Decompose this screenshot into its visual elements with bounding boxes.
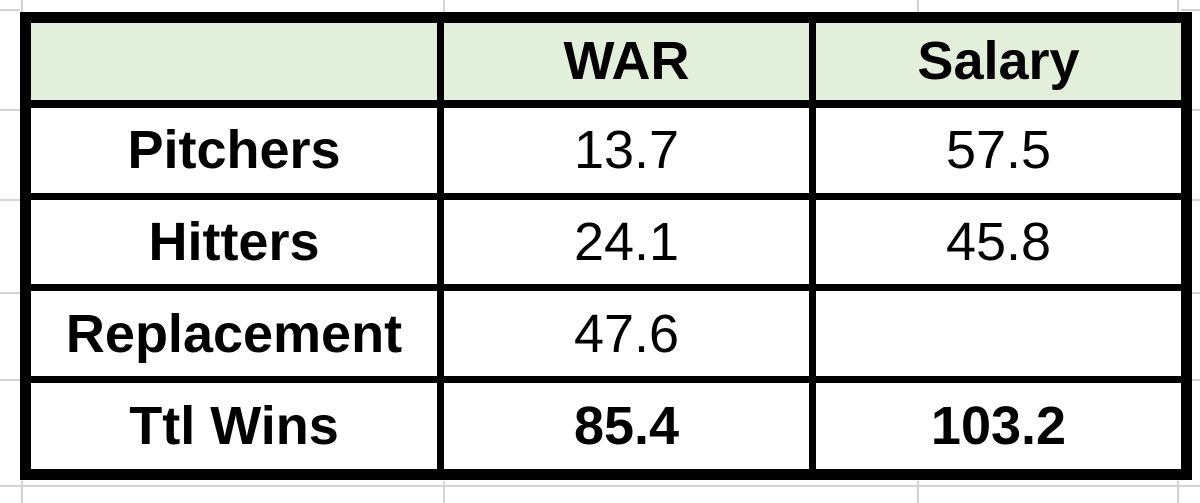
spreadsheet-gridline [443,481,445,503]
war-value-cell[interactable]: 13.7 [437,100,816,200]
salary-value-cell[interactable]: 45.8 [809,192,1190,292]
spreadsheet-gridline [0,199,20,201]
table-row-hitters: Hitters 24.1 45.8 [22,192,1190,292]
summary-table-container: WAR Salary Pitchers 13.7 57.5 Hitters 24… [20,12,1192,480]
spreadsheet-gridline [0,379,20,381]
salary-total-cell[interactable]: 103.2 [809,376,1190,478]
salary-value-cell[interactable]: 57.5 [809,100,1190,200]
spreadsheet-gridline [21,0,23,13]
table-row-replacement: Replacement 47.6 [22,284,1190,384]
spreadsheet-gridline [917,0,919,13]
header-salary-cell[interactable]: Salary [809,14,1190,108]
war-value-cell[interactable]: 47.6 [437,284,816,384]
spreadsheet-gridline [1177,481,1179,503]
spreadsheet-gridline [1181,9,1200,11]
row-label-cell[interactable]: Ttl Wins [22,376,444,478]
table-row-total-wins: Ttl Wins 85.4 103.2 [22,376,1190,478]
spreadsheet-gridline [21,481,23,503]
header-row: WAR Salary [22,14,1190,108]
spreadsheet-gridline [0,485,1200,487]
war-value-cell[interactable]: 24.1 [437,192,816,292]
header-empty-cell[interactable] [22,14,444,108]
spreadsheet-gridline [0,292,20,294]
row-label-cell[interactable]: Hitters [22,192,444,292]
spreadsheet-gridline [0,109,20,111]
spreadsheet-gridline [443,0,445,13]
table-row-pitchers: Pitchers 13.7 57.5 [22,100,1190,200]
war-total-cell[interactable]: 85.4 [437,376,816,478]
war-salary-summary-table: WAR Salary Pitchers 13.7 57.5 Hitters 24… [20,12,1192,480]
spreadsheet-gridline [0,9,20,11]
spreadsheet-gridline [917,481,919,503]
row-label-cell[interactable]: Replacement [22,284,444,384]
row-label-cell[interactable]: Pitchers [22,100,444,200]
header-war-cell[interactable]: WAR [437,14,816,108]
salary-value-cell[interactable] [809,284,1190,384]
spreadsheet-gridline [1177,0,1179,13]
